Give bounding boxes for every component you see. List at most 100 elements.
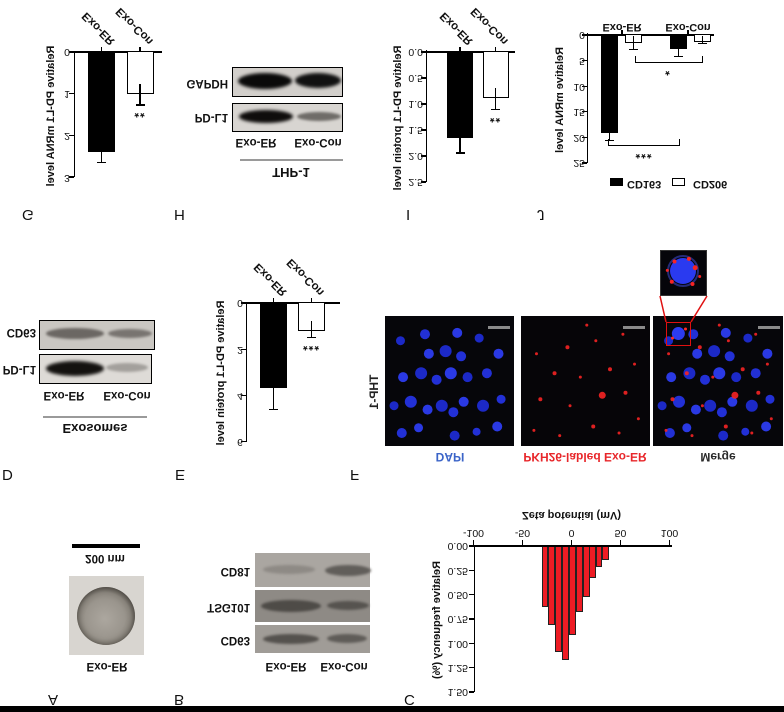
panel-letter-c: C xyxy=(404,691,415,708)
blot-band xyxy=(238,73,292,89)
image-scale-bar xyxy=(488,326,510,329)
callout-lines xyxy=(655,294,711,324)
image-scale-bar xyxy=(758,326,780,329)
legend-label-cd163: CD163 xyxy=(627,178,662,190)
blot-band xyxy=(108,329,152,338)
blot-box-pdl1 xyxy=(39,354,152,384)
image-scale-bar xyxy=(623,326,645,329)
panel-letter-f: F xyxy=(350,466,360,483)
category-label: Exo-ER xyxy=(79,9,117,47)
panel-letter-b: B xyxy=(174,691,185,708)
blot-label-cd81: CD81 xyxy=(220,565,250,577)
panel-letter-g: G xyxy=(22,206,34,223)
sig-bracket-line xyxy=(608,144,680,146)
blot-box-pdl1-thp1 xyxy=(232,103,343,132)
x-tick-label: -100 xyxy=(462,527,484,539)
significance-label: ** xyxy=(489,110,502,125)
x-axis-title: Zeta potential (mV) xyxy=(521,509,621,521)
panel-d-lane-exo-er: Exo-ER xyxy=(43,389,85,401)
scale-bar-line xyxy=(72,544,140,548)
histogram-bar xyxy=(595,546,603,568)
panel-a-em-label: Exo-ER xyxy=(86,660,128,672)
panel-h-lane-exo-con: Exo-Con xyxy=(294,136,342,148)
sig-bracket-line xyxy=(635,61,703,63)
group-label: Exo-ER xyxy=(602,21,642,33)
blot-label-pdl1-thp1: PD-L1 xyxy=(194,111,228,123)
blot-label-cd63: CD63 xyxy=(220,634,250,646)
y-axis-title: Relative frequency (%) xyxy=(431,561,443,679)
x-tick xyxy=(521,540,524,546)
x-tick xyxy=(619,540,622,546)
histogram-bar xyxy=(555,546,563,653)
category-label: Exo-Con xyxy=(469,5,511,47)
error-bar-cap xyxy=(455,152,465,154)
blot-label-cd63-d: CD63 xyxy=(6,326,36,338)
x-tick-label: 100 xyxy=(660,527,679,539)
y-axis-line xyxy=(473,544,475,692)
blot-band xyxy=(263,565,315,574)
y-tick xyxy=(468,691,474,693)
panel-h-header-line xyxy=(240,159,343,161)
significance-label: *** xyxy=(635,147,653,161)
scale-bar-text: 200 nm xyxy=(85,552,125,564)
histogram-bar xyxy=(562,546,570,660)
error-bar-line xyxy=(677,39,679,57)
blot-strip-cd81 xyxy=(255,553,371,587)
figure-edge-rule xyxy=(0,706,784,712)
category-label: Exo-Con xyxy=(285,256,327,298)
blot-band xyxy=(297,112,341,121)
panel-h-header: THP-1 xyxy=(272,165,310,180)
y-tick xyxy=(468,642,474,644)
x-tick-label: 50 xyxy=(614,527,627,539)
blot-band xyxy=(295,73,341,88)
x-tick-label: 0 xyxy=(568,527,575,539)
legend-swatch-cd163 xyxy=(610,178,623,186)
microscopy-image-merge xyxy=(653,316,783,446)
col-label-dapi: DAPI xyxy=(435,450,465,464)
error-bar-line xyxy=(494,87,497,110)
blot-band xyxy=(325,565,371,576)
category-tick xyxy=(100,47,103,52)
x-axis-line xyxy=(472,545,672,547)
error-bar-line xyxy=(272,378,275,410)
group-label: Exo-Con xyxy=(665,21,711,33)
y-axis-title: Relative mRNA level xyxy=(554,47,566,153)
legend-label-cd206: CD206 xyxy=(693,178,728,190)
blot-box-gapdh xyxy=(232,67,343,97)
panel-h-lane-exo-er: Exo-ER xyxy=(235,136,277,148)
sig-bracket-end xyxy=(635,56,637,63)
blot-box-cd63 xyxy=(39,320,155,350)
bar xyxy=(88,51,115,153)
blot-band xyxy=(46,328,104,339)
microscopy-image-pkh26 xyxy=(521,316,650,446)
y-axis-title: Relative PD-L1 protein level xyxy=(215,300,227,446)
bar xyxy=(601,34,618,133)
y-tick xyxy=(468,593,474,596)
error-bar-cap xyxy=(269,408,278,410)
error-bar-cap xyxy=(698,42,707,44)
panel-letter-e: E xyxy=(175,466,186,483)
error-bar-line xyxy=(100,142,103,163)
error-bar-line xyxy=(608,122,611,141)
blot-strip-tsg101 xyxy=(255,590,370,622)
col-label-merge: Merge xyxy=(700,450,736,464)
histogram-bar xyxy=(588,546,596,579)
error-bar-cap xyxy=(97,161,106,164)
bar xyxy=(447,51,473,138)
exosome-vesicle xyxy=(77,587,135,645)
histogram-bar xyxy=(569,546,576,635)
col-label-pkh26: PKH26-labled Exo-ER xyxy=(523,450,647,464)
error-bar-line xyxy=(139,83,141,105)
blot-band xyxy=(46,361,104,376)
significance-label: ** xyxy=(134,105,146,120)
x-tick xyxy=(472,540,475,546)
histogram-bar xyxy=(548,546,556,625)
blot-band xyxy=(239,110,293,123)
sig-bracket-end xyxy=(608,139,610,146)
blot-band xyxy=(106,363,148,372)
blot-strip-cd63 xyxy=(255,625,370,653)
y-axis-line xyxy=(586,33,588,163)
sig-bracket-end xyxy=(678,139,680,146)
panel-letter-d: D xyxy=(2,466,13,483)
error-bar-cap xyxy=(673,55,683,58)
